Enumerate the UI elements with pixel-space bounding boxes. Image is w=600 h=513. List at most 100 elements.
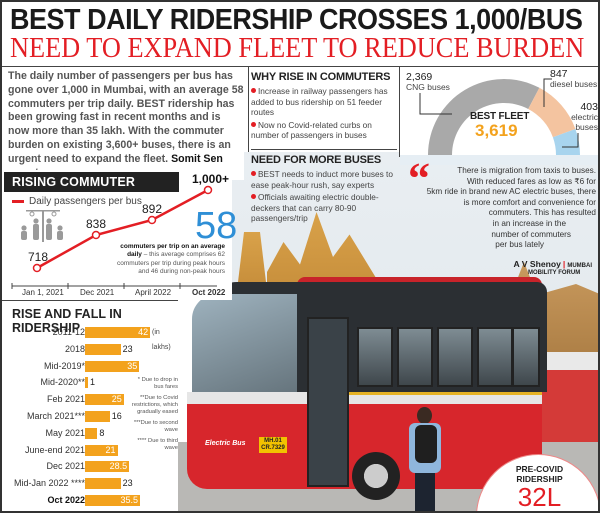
footfall-chart: RISING COMMUTER FOOTFALL 1,000+ Daily pa… <box>2 170 237 300</box>
bar <box>85 478 121 490</box>
x-tick-label: April 2022 <box>135 288 172 297</box>
bar <box>85 377 88 389</box>
quote-band <box>400 155 598 165</box>
legend-label: Daily passengers per bus <box>29 196 142 207</box>
bus-window <box>512 327 540 387</box>
bar-label: Feb 2021 <box>46 394 85 405</box>
bar-value: 16 <box>111 411 122 421</box>
author-name: Somit Sen <box>171 152 223 165</box>
bullet-dot-icon <box>251 121 256 127</box>
diesel-name: diesel buses <box>550 79 598 89</box>
person-head <box>417 407 432 424</box>
cng-name: CNG buses <box>406 82 450 92</box>
bar-row: March 2021*** 16 <box>2 409 178 424</box>
bar-row: 2011-12 42 <box>2 325 178 340</box>
bullet-item: Officials awaiting electric double-decke… <box>251 192 397 224</box>
electric-name: electric <box>571 112 598 122</box>
bar-row: 2018 23 <box>2 342 178 357</box>
bar-label: 2018 <box>64 343 85 354</box>
bar-label: Mid-2020** <box>40 377 85 388</box>
data-label: 838 <box>86 217 107 231</box>
label-line: RIDERSHIP <box>516 474 563 484</box>
ridership-bar-chart: RISE AND FALL IN RIDERSHIP (in lakhs) 20… <box>2 300 178 511</box>
subheadline: NEED TO EXPAND FLEET TO REDUCE BURDEN <box>10 33 585 64</box>
diesel-label: 847 diesel buses <box>550 69 597 89</box>
bar <box>85 495 141 506</box>
bullet-item: BEST needs to induct more buses to ease … <box>251 169 397 190</box>
precovid-badge: PRE-COVID RIDERSHIP 32L <box>476 454 598 512</box>
bar-value: 1 <box>90 377 96 388</box>
quote-block: “ There is migration from taxis to buses… <box>400 154 598 295</box>
fleet-total: 3,619 <box>475 121 518 140</box>
bar <box>85 461 130 473</box>
quote-line: 5km ride in brand new AC electric buses,… <box>426 187 596 197</box>
bar-value: 42 <box>138 327 149 337</box>
quote-author: A V Shenoy | MUMBAI <box>513 259 592 269</box>
footnote: * Due to drop in bus fares <box>137 377 178 390</box>
bullet-dot-icon <box>251 171 256 176</box>
quote-line: With reduced fares as low as ₹6 for <box>467 176 596 186</box>
bar-label: 2011-12 <box>52 327 85 337</box>
fleet-title: BEST FLEET <box>470 111 530 122</box>
precovid-value: 32L <box>517 482 562 512</box>
author-org: MUMBAI <box>567 263 592 269</box>
separator: | <box>562 259 566 269</box>
cng-count: 2,369 <box>406 71 433 83</box>
bar <box>85 394 124 406</box>
bar-label: June-end 2021 <box>24 444 85 455</box>
quote-mark-icon: “ <box>408 154 430 203</box>
bar-value: 23 <box>122 478 133 489</box>
label-line: PRE-COVID <box>515 464 564 474</box>
chart-title: RISE AND FALL IN RIDERSHIP <box>12 307 122 335</box>
why-rise-section: WHY RISE IN COMMUTERS Increase in railwa… <box>251 70 397 141</box>
author-org-2: MOBILITY FORUM <box>528 270 581 276</box>
bar-row: June-end 2021 21 <box>2 443 178 458</box>
bar-label: Mid-2019* <box>43 360 85 371</box>
cng-label: 2,369 CNG buses <box>406 72 450 92</box>
electric-name-2: buses <box>575 122 598 132</box>
bus-window <box>357 327 393 387</box>
quote-line: per bus lately <box>495 240 544 250</box>
divider <box>399 67 400 157</box>
quote-line: commuters. This has resulted <box>488 208 596 218</box>
bullet-text: Increase in railway passengers has added… <box>251 86 388 117</box>
chart-legend: Daily passengers per bus <box>12 196 142 207</box>
bar <box>85 360 140 372</box>
footfall-note: commuters per trip on an average daily –… <box>107 243 225 276</box>
intro-paragraph: The daily number of passengers per bus h… <box>8 70 244 181</box>
bar-value: 21 <box>105 444 116 455</box>
bullet-text: Officials awaiting electric double-decke… <box>251 192 379 223</box>
line-chart <box>11 185 217 289</box>
bus-window <box>397 327 433 387</box>
electric-label: 403 electric buses <box>571 102 598 132</box>
author-name: A V Shenoy <box>513 259 561 269</box>
bar-value: 25 <box>111 394 122 405</box>
note-text: – this average comprises 62 commuters pe… <box>116 251 225 275</box>
fleet-gauge: 2,369 CNG buses 847 diesel buses 403 ele… <box>400 67 598 155</box>
bar-value: 35 <box>127 360 138 371</box>
electric-bus: MH.01 CR.7329 Electric Bus <box>187 272 547 500</box>
bullet-text: Now no Covid-related curbs on number of … <box>251 119 372 141</box>
divider <box>248 67 249 152</box>
big-number: 58 <box>195 205 238 247</box>
bar-label: Mid-Jan 2022 **** <box>13 478 85 489</box>
quote-line: in an increase in the <box>492 218 566 228</box>
data-label: 718 <box>28 250 49 264</box>
bar-value: 23 <box>122 343 133 354</box>
person-legs <box>415 473 435 511</box>
bar-row: Mid-2019* 35 <box>2 359 178 374</box>
bar-label: May 2021 <box>45 427 85 438</box>
bar-label: March 2021*** <box>26 411 85 421</box>
bar-value: 8 <box>99 427 105 438</box>
intro-text: The daily number of passengers per bus h… <box>8 70 244 165</box>
x-axis-labels: Jan 1, 2021 Dec 2021 April 2022 Oct 2022 <box>2 288 232 300</box>
bar-row: May 2021 8 <box>2 426 178 441</box>
bus-door <box>307 317 349 487</box>
semi-donut-chart <box>419 78 580 155</box>
headline: BEST DAILY RIDERSHIP CROSSES 1,000/BUS <box>10 4 583 36</box>
chart-title: RISING COMMUTER FOOTFALL <box>4 172 179 209</box>
x-tick-label: Jan 1, 2021 <box>22 288 64 297</box>
bus-windshield <box>192 294 297 409</box>
need-more-buses-section: NEED FOR MORE BUSES BEST needs to induct… <box>251 153 397 224</box>
